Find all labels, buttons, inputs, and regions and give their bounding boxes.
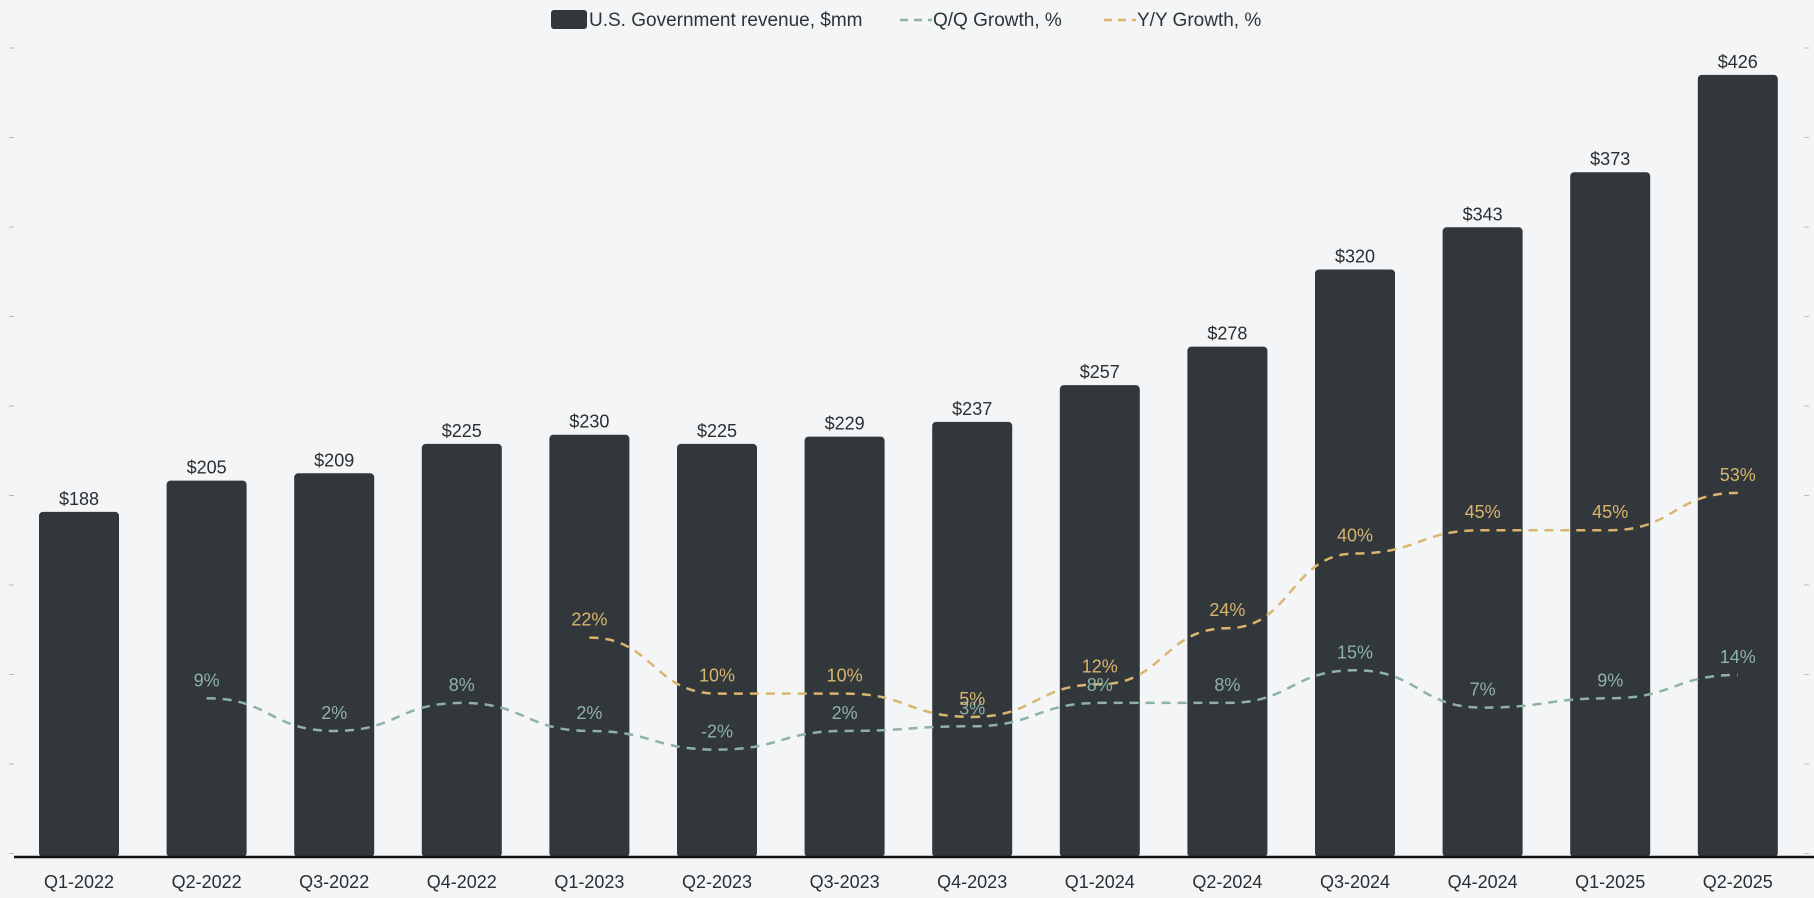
bar [677,443,757,857]
qq-growth-label: 2% [832,703,858,723]
bar [1570,172,1651,857]
qq-growth-label: 8% [1214,675,1240,695]
bar-value-label: $225 [442,421,482,441]
qq-growth-label: 9% [194,670,220,690]
yy-growth-label: 45% [1592,502,1628,522]
bar-value-label: $373 [1590,149,1630,169]
x-tick-label: Q3-2022 [299,872,369,892]
qq-growth-label: 8% [449,675,475,695]
bar-value-label: $426 [1718,52,1758,72]
axis-tick-marks [9,47,1809,854]
legend: U.S. Government revenue, $mm Q/Q Growth,… [551,10,1261,31]
bar [1697,74,1778,857]
bar [804,436,885,857]
bar [1059,385,1140,857]
qq-growth-label: 3% [959,698,985,718]
qq-growth-label: 8% [1087,675,1113,695]
qq-growth-label: 2% [321,703,347,723]
qq-growth-label: 14% [1720,647,1756,667]
bar-value-label: $320 [1335,246,1375,266]
qq-growth-label: -2% [701,722,733,742]
bar-value-label: $225 [697,421,737,441]
bar-value-label: $205 [187,458,227,478]
bar-value-label: $209 [314,450,354,470]
bar [421,443,502,857]
legend-yy-label: Y/Y Growth, % [1137,10,1261,31]
qq-growth-label: 15% [1337,642,1373,662]
bar-value-label: $278 [1207,324,1247,344]
qq-growth-label: 7% [1470,680,1496,700]
x-tick-label: Q2-2024 [1192,872,1262,892]
yy-growth-label: 10% [827,666,863,686]
growth-labels: 9% 2% 8% 2% -2% 2% 3% 8% 8% 15% 7% 9% 14% 22% 10% 10% 5%… [194,465,1756,742]
yy-growth-label: 53% [1720,465,1756,485]
x-tick-label: Q1-2023 [554,872,624,892]
bar-value-label: $257 [1080,362,1120,382]
yy-growth-label: 45% [1465,502,1501,522]
yy-growth-label: 24% [1209,600,1245,620]
bar-value-label: $230 [569,412,609,432]
bar-value-label: $188 [59,489,99,509]
bar [1187,346,1268,857]
x-tick-label: Q2-2022 [172,872,242,892]
bar [549,434,630,857]
yy-growth-label: 22% [571,610,607,630]
bar-value-label: $237 [952,399,992,419]
x-tick-label: Q4-2022 [427,872,497,892]
yy-growth-label: 5% [959,689,985,709]
growth-lines [206,491,1738,751]
legend-bar-swatch [551,10,587,29]
bar [39,511,119,857]
x-tick-label: Q1-2025 [1575,872,1645,892]
yy-growth-label: 10% [699,666,735,686]
x-tick-label: Q3-2024 [1320,872,1390,892]
bar-value-label: $343 [1463,204,1503,224]
qq-growth-label: 2% [576,703,602,723]
legend-bar-label: U.S. Government revenue, $mm [589,10,863,31]
x-tick-label: Q1-2024 [1065,872,1135,892]
x-tick-label: Q4-2023 [937,872,1007,892]
bar-value-labels: $188 $205 $209 $225 $230 $225 $229 $237 $257 $278… [59,52,1758,509]
x-tick-label: Q3-2023 [810,872,880,892]
bar-value-label: $229 [825,414,865,434]
bar-series [39,74,1778,858]
bar [932,421,1013,857]
yy-growth-line [589,491,1738,719]
x-tick-label: Q2-2023 [682,872,752,892]
x-tick-label: Q2-2025 [1703,872,1773,892]
bar [1442,227,1523,858]
x-axis-tick-labels: Q1-2022 Q2-2022 Q3-2022 Q4-2022 Q1-2023 Q2-20… [44,872,1773,892]
bar [1315,269,1395,857]
qq-growth-label: 9% [1597,670,1623,690]
bar [166,480,247,857]
x-tick-label: Q1-2022 [44,872,114,892]
bar [294,473,375,857]
legend-qq-label: Q/Q Growth, % [933,10,1062,31]
x-tick-label: Q4-2024 [1448,872,1518,892]
yy-growth-label: 12% [1082,656,1118,676]
yy-growth-label: 40% [1337,526,1373,546]
